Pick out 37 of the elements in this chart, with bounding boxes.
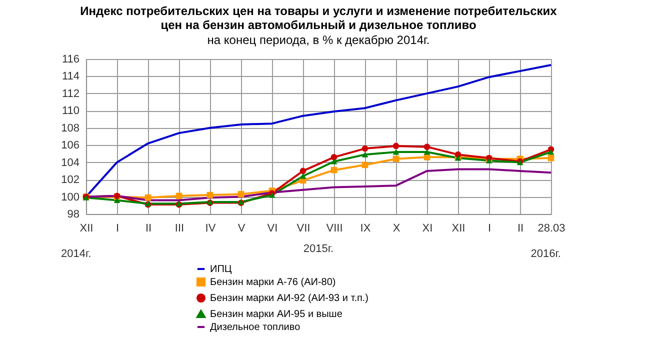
x-tick-label: VIII (326, 222, 343, 234)
y-tick-label: 112 (62, 88, 80, 100)
x-tick-label: IX (360, 222, 372, 234)
x-tick-label: VII (296, 222, 310, 234)
chart-subtitle: на конец периода, в % к декабрю 2014г. (207, 33, 430, 47)
text: Индекс потребительских цен на товары и услуги и изменение потребительских (80, 4, 557, 18)
y-tick-label: 108 (61, 122, 80, 134)
x-tick-label: VI (267, 222, 278, 234)
x-tick-label: 28.03 (538, 222, 566, 234)
x-tick-label: III (174, 222, 184, 234)
text: 2015г. (303, 243, 334, 255)
x-tick-label: I (116, 222, 120, 234)
x-tick-label: XII (80, 222, 94, 234)
legend-label: ИПЦ (210, 264, 232, 275)
x-tick-label: II (517, 222, 524, 234)
y-tick-label: 100 (61, 191, 80, 204)
x-tick-label: XI (422, 222, 433, 234)
text: 2014г. (61, 248, 92, 260)
legend-label: Бензин марки АИ-95 и выше (210, 309, 343, 320)
x-tick-label: X (392, 222, 401, 234)
legend-label: Дизельное топливо (210, 322, 301, 333)
x-tick-label: I (488, 222, 492, 234)
y-tick-label: 104 (61, 156, 80, 169)
text: цен на бензин автомобильный и дизельное топливо (160, 18, 476, 32)
y-tick-label: 98 (67, 208, 80, 220)
legend-label: Бензин марки А-76 (АИ-80) (210, 277, 336, 288)
y-tick-label: 116 (62, 54, 80, 66)
y-tick-label: 110 (62, 105, 80, 118)
text: 2016г. (530, 248, 561, 260)
x-tick-label: IV (205, 222, 216, 234)
legend-label: Бензин марки АИ-92 (АИ-93 и т.п.) (210, 293, 369, 304)
x-tick-label: II (145, 222, 152, 234)
y-tick-label: 106 (61, 140, 80, 152)
x-tick-label: V (238, 222, 246, 234)
x-tick-label: XII (452, 222, 466, 234)
y-tick-label: 114 (62, 70, 80, 83)
y-tick-label: 102 (61, 174, 80, 186)
